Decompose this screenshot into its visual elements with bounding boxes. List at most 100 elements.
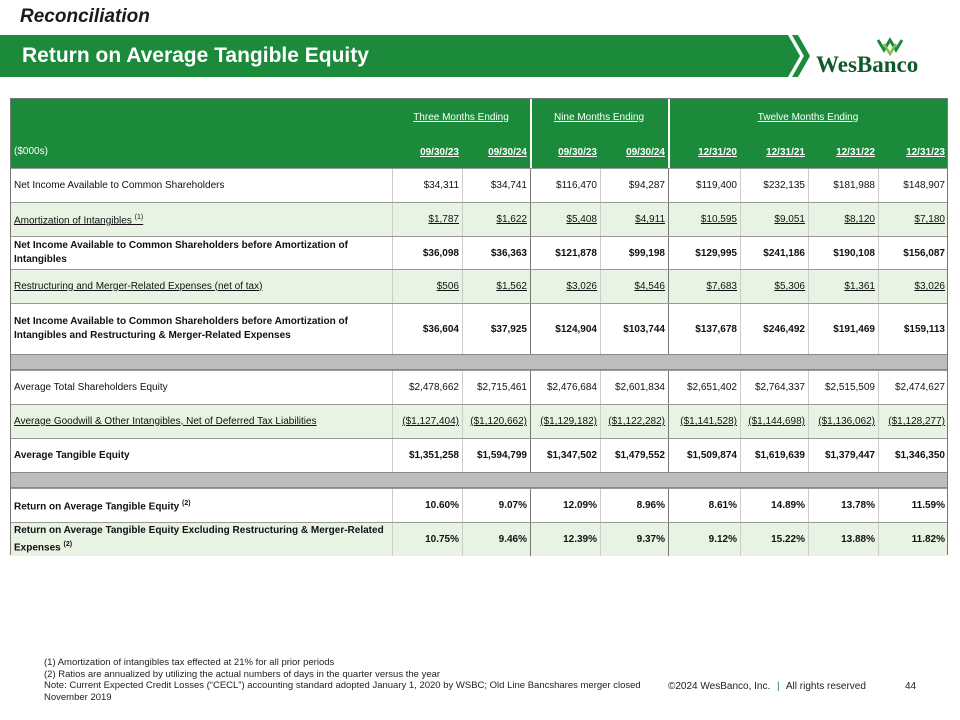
cell-value: $2,651,402 xyxy=(668,371,740,404)
cell-value: $10,595 xyxy=(668,203,740,236)
row-label: Amortization of Intangibles (1) xyxy=(11,203,392,236)
footnote: (2) Ratios are annualized by utilizing t… xyxy=(44,668,441,680)
cell-value: $1,619,639 xyxy=(740,439,808,472)
group-divider xyxy=(530,99,532,168)
cell-value: $121,878 xyxy=(530,237,600,269)
unit-label: ($000s) xyxy=(14,146,48,157)
cell-value: $156,087 xyxy=(878,237,948,269)
cell-value: $1,622 xyxy=(462,203,530,236)
cell-value: $137,678 xyxy=(668,304,740,354)
cell-value: $124,904 xyxy=(530,304,600,354)
cell-value: $2,478,662 xyxy=(392,371,462,404)
footnote-ref: (2) xyxy=(182,499,191,507)
cell-value: 12.09% xyxy=(530,489,600,522)
table-row: Return on Average Tangible Equity Exclud… xyxy=(11,522,947,556)
cell-value: $2,715,461 xyxy=(462,371,530,404)
cell-value: 13.78% xyxy=(808,489,878,522)
cell-value: 10.75% xyxy=(392,523,462,556)
cell-value: $2,764,337 xyxy=(740,371,808,404)
cell-value: $1,479,552 xyxy=(600,439,668,472)
cell-value: ($1,128,277) xyxy=(878,405,948,438)
column-header: 12/31/23 xyxy=(906,146,945,158)
cell-value: $1,562 xyxy=(462,270,530,303)
table-row: Average Total Shareholders Equity $2,478,… xyxy=(11,370,947,404)
cell-value: $1,787 xyxy=(392,203,462,236)
group-label: Twelve Months Ending xyxy=(757,111,859,123)
cell-value: $241,186 xyxy=(740,237,808,269)
row-label: Average Goodwill & Other Intangibles, Ne… xyxy=(11,405,392,438)
cell-value: $37,925 xyxy=(462,304,530,354)
row-label-text: Return on Average Tangible Equity Exclud… xyxy=(14,524,384,554)
cell-value: $506 xyxy=(392,270,462,303)
column-header: 12/31/21 xyxy=(766,146,805,158)
table-row: Average Goodwill & Other Intangibles, Ne… xyxy=(11,404,947,438)
row-label-text: Net Income Available to Common Sharehold… xyxy=(14,316,348,341)
rights: All rights reserved xyxy=(785,681,866,692)
cell-value: $1,509,874 xyxy=(668,439,740,472)
cell-value: $99,198 xyxy=(600,237,668,269)
title-bar xyxy=(0,35,810,77)
cell-value: $159,113 xyxy=(878,304,948,354)
row-label: Net Income Available to Common Sharehold… xyxy=(11,169,392,202)
separator-band xyxy=(11,354,947,370)
cell-value: $119,400 xyxy=(668,169,740,202)
cell-value: $181,988 xyxy=(808,169,878,202)
logo: WesBanco xyxy=(816,37,918,77)
row-label: Return on Average Tangible Equity Exclud… xyxy=(11,523,392,556)
cell-value: ($1,127,404) xyxy=(392,405,462,438)
footnotes: (1) Amortization of intangibles tax effe… xyxy=(44,657,654,703)
cell-value: $2,474,627 xyxy=(878,371,948,404)
column-header: 09/30/24 xyxy=(626,146,665,158)
cell-value: $116,470 xyxy=(530,169,600,202)
row-label-text: Average Tangible Equity xyxy=(14,449,130,461)
row-label-text: Restructuring and Merger-Related Expense… xyxy=(14,280,263,292)
footnote-ref: (1) xyxy=(134,213,144,221)
cell-value: $36,604 xyxy=(392,304,462,354)
cell-value: $5,306 xyxy=(740,270,808,303)
cell-value: $129,995 xyxy=(668,237,740,269)
cell-value: $246,492 xyxy=(740,304,808,354)
separator-band xyxy=(11,472,947,488)
cell-value: ($1,129,182) xyxy=(530,405,600,438)
slide-title: Return on Average Tangible Equity xyxy=(22,44,369,67)
row-label: Average Total Shareholders Equity xyxy=(11,371,392,404)
table-row: Net Income Available to Common Sharehold… xyxy=(11,303,947,354)
cell-value: 13.88% xyxy=(808,523,878,556)
footer: ©2024 WesBanco, Inc. | All rights reserv… xyxy=(668,681,866,693)
column-header: 09/30/24 xyxy=(488,146,527,158)
row-label: Return on Average Tangible Equity (2) xyxy=(11,489,392,522)
row-label-text: Average Goodwill & Other Intangibles, Ne… xyxy=(14,415,317,427)
cell-value: $36,363 xyxy=(462,237,530,269)
cell-value: $94,287 xyxy=(600,169,668,202)
cell-value: $1,361 xyxy=(808,270,878,303)
footnote: Note: Current Expected Credit Losses (“C… xyxy=(44,680,641,703)
cell-value: $34,311 xyxy=(392,169,462,202)
cell-value: $8,120 xyxy=(808,203,878,236)
cell-value: $9,051 xyxy=(740,203,808,236)
column-header: 12/31/20 xyxy=(698,146,737,158)
logo-text: WesBanco xyxy=(816,52,918,77)
cell-value: $3,026 xyxy=(530,270,600,303)
table-row: Net Income Available to Common Sharehold… xyxy=(11,236,947,269)
table-row: Return on Average Tangible Equity (2) 10.… xyxy=(11,488,947,522)
table-row: Average Tangible Equity $1,351,258 $1,594,… xyxy=(11,438,947,472)
column-header: 09/30/23 xyxy=(558,146,597,158)
cell-value: $1,379,447 xyxy=(808,439,878,472)
cell-value: 11.82% xyxy=(878,523,948,556)
row-label: Net Income Available to Common Sharehold… xyxy=(11,237,392,269)
row-label-text: Amortization of Intangibles xyxy=(14,215,132,227)
cell-value: ($1,144,698) xyxy=(740,405,808,438)
cell-value: $232,135 xyxy=(740,169,808,202)
cell-value: $3,026 xyxy=(878,270,948,303)
group-label: Nine Months Ending xyxy=(553,111,645,123)
cell-value: $103,744 xyxy=(600,304,668,354)
cell-value: 14.89% xyxy=(740,489,808,522)
row-label-text: Net Income Available to Common Sharehold… xyxy=(14,179,225,191)
section-title: Reconciliation xyxy=(20,6,150,27)
group-label: Three Months Ending xyxy=(413,111,509,123)
cell-value: 12.39% xyxy=(530,523,600,556)
row-label-text: Average Total Shareholders Equity xyxy=(14,381,168,393)
cell-value: $191,469 xyxy=(808,304,878,354)
table-row: Net Income Available to Common Sharehold… xyxy=(11,168,947,202)
